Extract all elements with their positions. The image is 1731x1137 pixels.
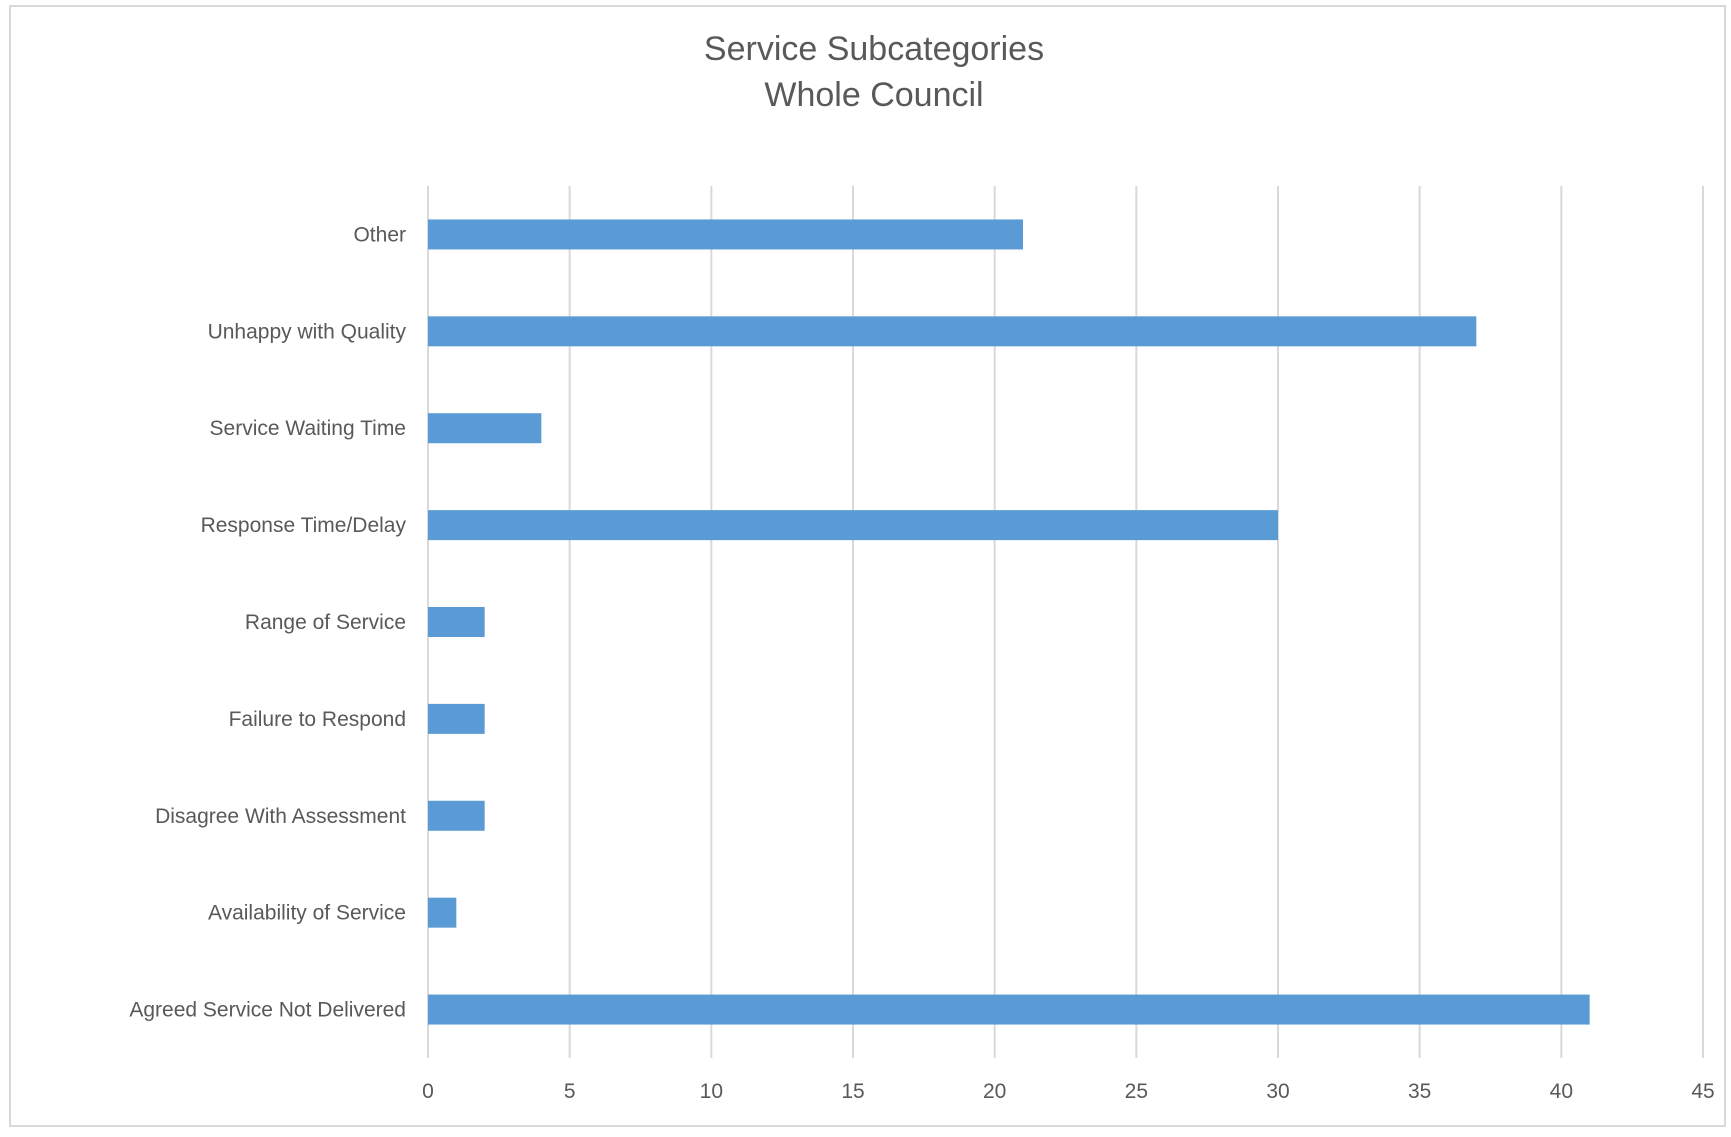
category-label: Response Time/Delay — [201, 514, 407, 537]
category-label: Other — [353, 223, 406, 246]
category-label: Disagree With Assessment — [155, 805, 406, 828]
category-label: Service Waiting Time — [210, 417, 406, 440]
category-label: Unhappy with Quality — [208, 320, 407, 343]
x-tick-label: 30 — [1266, 1080, 1289, 1103]
x-tick-label: 0 — [422, 1080, 434, 1103]
bar — [428, 316, 1477, 347]
bar — [428, 994, 1590, 1025]
category-label: Availability of Service — [208, 902, 406, 925]
x-tick-label: 25 — [1125, 1080, 1148, 1103]
category-label: Agreed Service Not Delivered — [129, 999, 406, 1022]
x-tick-label: 35 — [1408, 1080, 1431, 1103]
x-tick-label: 10 — [700, 1080, 723, 1103]
category-label: Failure to Respond — [229, 708, 406, 731]
x-tick-label: 40 — [1550, 1080, 1573, 1103]
bars — [428, 219, 1590, 1025]
bar — [428, 897, 457, 928]
bar — [428, 800, 485, 831]
bar — [428, 413, 542, 444]
x-tick-label: 20 — [983, 1080, 1006, 1103]
category-label: Range of Service — [245, 611, 406, 634]
category-labels: Other Unhappy with Quality Service Waiting… — [129, 223, 406, 1021]
x-tick-label: 15 — [841, 1080, 864, 1103]
chart-border — [9, 5, 1726, 1127]
chart-subtitle: Whole Council — [764, 76, 983, 114]
bar — [428, 703, 485, 734]
x-tick-label: 5 — [564, 1080, 576, 1103]
bar — [428, 607, 485, 637]
x-tick-label: 45 — [1691, 1080, 1714, 1103]
x-tick-labels: 0 5 10 15 20 25 30 35 40 45 — [422, 1080, 1715, 1103]
chart-title: Service Subcategories — [704, 30, 1044, 68]
bar — [428, 510, 1278, 541]
bar — [428, 219, 1023, 250]
